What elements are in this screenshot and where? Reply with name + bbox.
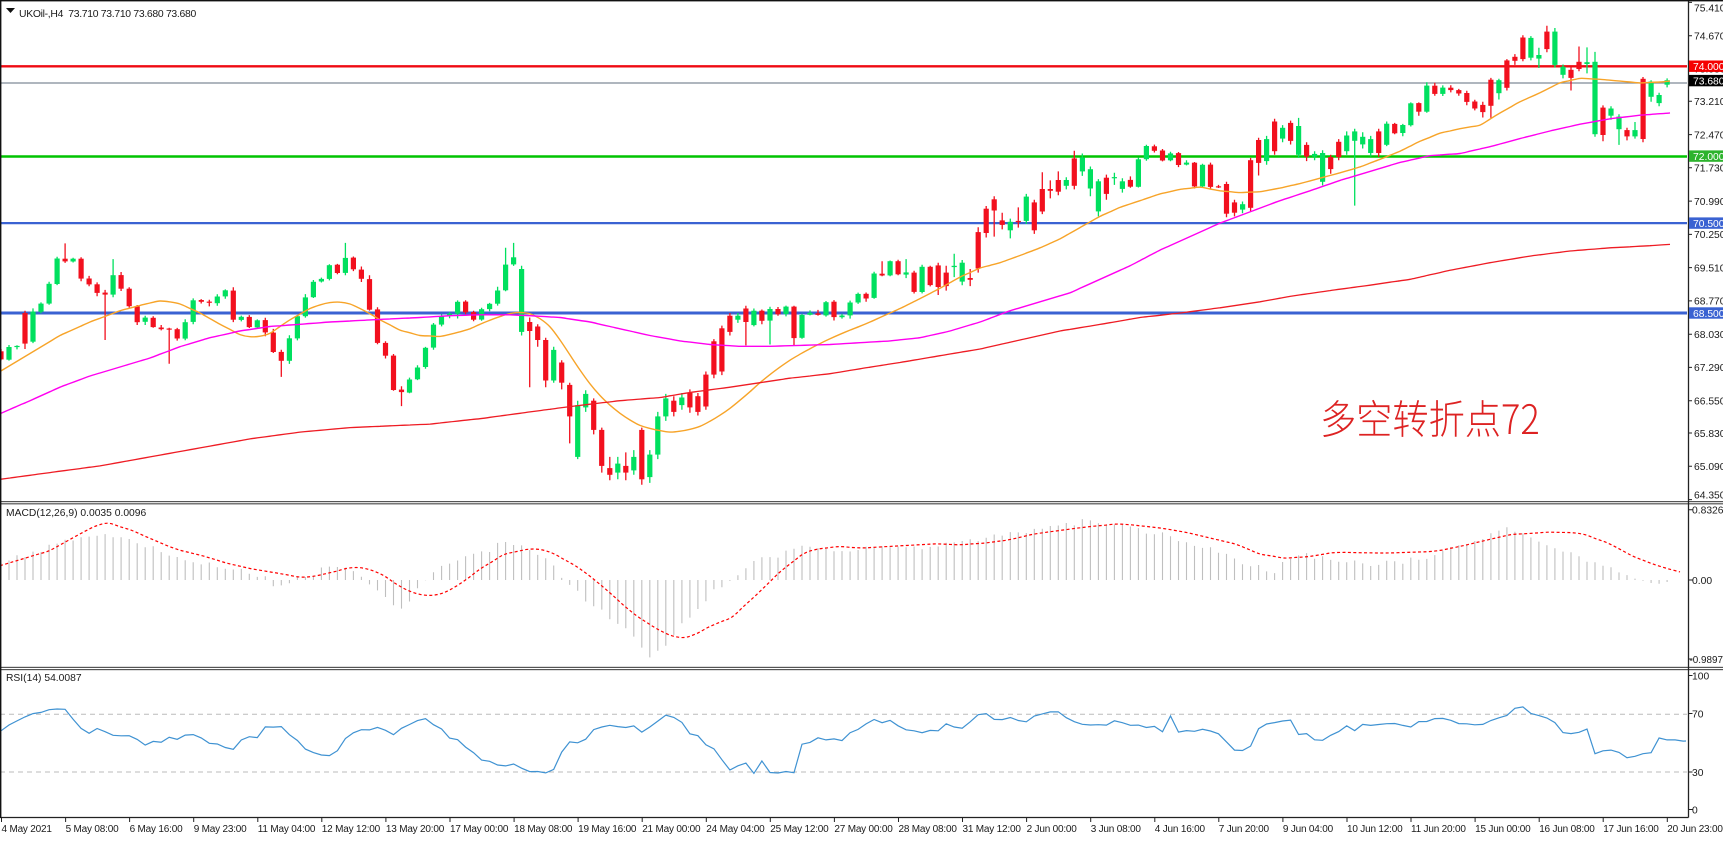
svg-text:68.770: 68.770 — [1694, 297, 1723, 308]
svg-text:74.000: 74.000 — [1693, 62, 1723, 73]
svg-text:70.500: 70.500 — [1693, 219, 1723, 230]
svg-text:28 May 08:00: 28 May 08:00 — [899, 824, 958, 835]
svg-text:100: 100 — [1692, 671, 1709, 682]
svg-text:6 May 16:00: 6 May 16:00 — [130, 824, 183, 835]
svg-text:69.510: 69.510 — [1694, 263, 1723, 274]
svg-text:0.8326: 0.8326 — [1692, 506, 1723, 517]
svg-text:3 Jun 08:00: 3 Jun 08:00 — [1091, 824, 1142, 835]
svg-text:19 May 16:00: 19 May 16:00 — [578, 824, 637, 835]
svg-text:72.000: 72.000 — [1693, 152, 1723, 163]
svg-text:5 May 08:00: 5 May 08:00 — [66, 824, 119, 835]
svg-text:73.680: 73.680 — [1693, 77, 1723, 88]
svg-text:70: 70 — [1692, 709, 1704, 720]
svg-text:68.500: 68.500 — [1693, 309, 1723, 320]
svg-text:74.670: 74.670 — [1694, 32, 1723, 43]
svg-text:70.250: 70.250 — [1694, 230, 1723, 241]
svg-text:72.470: 72.470 — [1694, 130, 1723, 141]
svg-text:-0.9897: -0.9897 — [1690, 655, 1723, 666]
svg-text:11 Jun 20:00: 11 Jun 20:00 — [1411, 824, 1466, 835]
svg-text:9 Jun 04:00: 9 Jun 04:00 — [1283, 824, 1334, 835]
svg-text:21 May 00:00: 21 May 00:00 — [642, 824, 701, 835]
svg-text:10 Jun 12:00: 10 Jun 12:00 — [1347, 824, 1403, 835]
svg-text:12 May 12:00: 12 May 12:00 — [322, 824, 381, 835]
svg-text:2 Jun 00:00: 2 Jun 00:00 — [1027, 824, 1078, 835]
svg-text:68.030: 68.030 — [1694, 330, 1723, 341]
svg-text:75.410: 75.410 — [1694, 3, 1723, 14]
svg-text:66.550: 66.550 — [1694, 397, 1723, 408]
svg-text:4 Jun 16:00: 4 Jun 16:00 — [1155, 824, 1206, 835]
svg-text:17 Jun 16:00: 17 Jun 16:00 — [1603, 824, 1659, 835]
svg-text:11 May 04:00: 11 May 04:00 — [258, 824, 316, 835]
svg-text:17 May 00:00: 17 May 00:00 — [450, 824, 509, 835]
svg-text:20 Jun 23:00: 20 Jun 23:00 — [1667, 824, 1723, 835]
svg-text:31 May 12:00: 31 May 12:00 — [963, 824, 1022, 835]
svg-text:70.990: 70.990 — [1694, 197, 1723, 208]
svg-text:65.830: 65.830 — [1694, 429, 1723, 440]
svg-text:16 Jun 08:00: 16 Jun 08:00 — [1539, 824, 1595, 835]
svg-text:MACD(12,26,9) 0.0035 0.0096: MACD(12,26,9) 0.0035 0.0096 — [6, 508, 147, 519]
svg-text:65.090: 65.090 — [1694, 462, 1723, 473]
svg-text:25 May 12:00: 25 May 12:00 — [770, 824, 829, 835]
svg-text:UKOil-,H4 73.710 73.710 73.68: UKOil-,H4 73.710 73.710 73.680 73.680 — [19, 9, 196, 20]
svg-text:RSI(14) 54.0087: RSI(14) 54.0087 — [6, 673, 82, 684]
svg-text:24 May 04:00: 24 May 04:00 — [706, 824, 765, 835]
svg-text:4 May 2021: 4 May 2021 — [2, 824, 53, 835]
svg-text:13 May 20:00: 13 May 20:00 — [386, 824, 445, 835]
svg-text:73.210: 73.210 — [1694, 97, 1723, 108]
svg-text:27 May 00:00: 27 May 00:00 — [834, 824, 893, 835]
svg-text:7 Jun 20:00: 7 Jun 20:00 — [1219, 824, 1270, 835]
svg-text:0.00: 0.00 — [1692, 576, 1712, 587]
svg-text:30: 30 — [1692, 768, 1704, 779]
svg-text:71.730: 71.730 — [1694, 164, 1723, 175]
svg-text:0: 0 — [1692, 805, 1698, 816]
svg-text:15 Jun 00:00: 15 Jun 00:00 — [1475, 824, 1531, 835]
svg-text:18 May 08:00: 18 May 08:00 — [514, 824, 573, 835]
svg-text:9 May 23:00: 9 May 23:00 — [194, 824, 247, 835]
svg-text:64.350: 64.350 — [1694, 490, 1723, 501]
svg-text:67.290: 67.290 — [1694, 363, 1723, 374]
